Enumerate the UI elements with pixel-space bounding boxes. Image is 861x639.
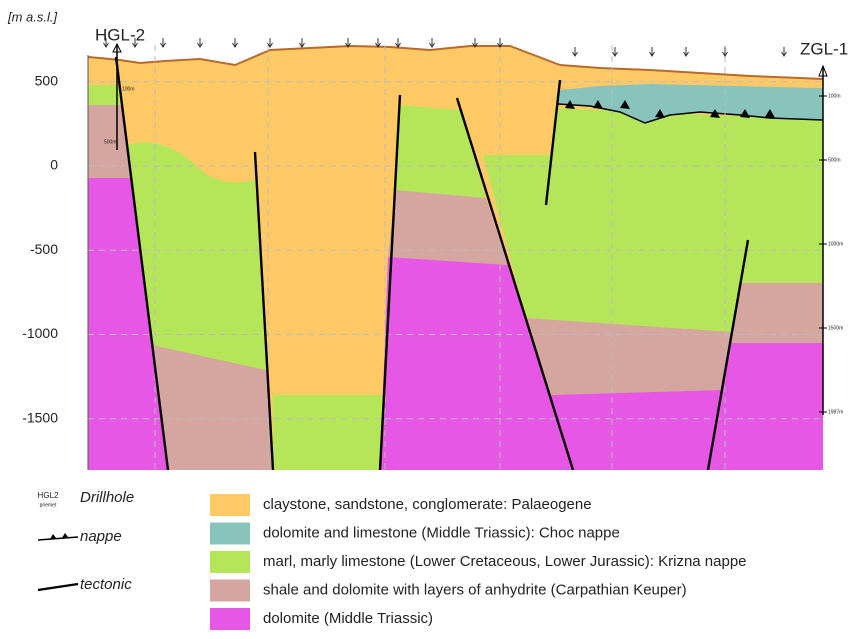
nappe-symbol bbox=[38, 537, 78, 540]
legend-label: shale and dolomite with layers of anhydr… bbox=[263, 581, 687, 598]
legend-units: claystone, sandstone, conglomerate: Pala… bbox=[210, 494, 747, 630]
keuper bbox=[730, 283, 823, 343]
drillhole-label: HGL-2 bbox=[95, 25, 145, 44]
y-tick-label: 0 bbox=[50, 157, 58, 173]
legend: HGL2 priemet Drillhole nappe tectonic bbox=[38, 489, 135, 593]
legend-symbol-label: nappe bbox=[80, 528, 122, 545]
marl bbox=[273, 395, 384, 470]
legend-label: marl, marly limestone (Lower Cretaceous,… bbox=[263, 553, 747, 570]
depth-label: 100m bbox=[122, 86, 135, 92]
depth-label: 1000m bbox=[828, 241, 843, 247]
legend-code: HGL2 bbox=[38, 491, 59, 500]
legend-label: claystone, sandstone, conglomerate: Pala… bbox=[263, 496, 592, 513]
y-tick-label: -1000 bbox=[22, 325, 58, 341]
depth-label: 500m bbox=[828, 157, 841, 163]
unit-label: [m a.s.l.] bbox=[7, 9, 58, 24]
legend-swatch bbox=[210, 608, 250, 630]
y-tick-label: -500 bbox=[30, 241, 58, 257]
legend-symbol-label: Drillhole bbox=[80, 489, 134, 506]
legend-label: dolomite and limestone (Middle Triassic)… bbox=[263, 524, 620, 541]
geology bbox=[88, 46, 823, 470]
legend-note: priemet bbox=[40, 502, 57, 508]
depth-label: 100m bbox=[828, 93, 841, 99]
depth-label: 1500m bbox=[828, 325, 843, 331]
y-tick-label: -1500 bbox=[22, 409, 58, 425]
legend-swatch bbox=[210, 494, 250, 516]
legend-label: dolomite (Middle Triassic) bbox=[263, 610, 433, 627]
legend-swatch bbox=[210, 580, 250, 602]
cross-section-figure: 500 0 -500 -1000 -1500 [m a.s.l.] HGL-2 ZGL-… bbox=[0, 0, 861, 639]
depth-label: 500m bbox=[104, 139, 117, 145]
y-tick-label: 500 bbox=[35, 72, 59, 88]
legend-symbol-label: tectonic bbox=[80, 576, 132, 593]
drillhole-label: ZGL-1 bbox=[800, 39, 848, 58]
legend-swatch bbox=[210, 523, 250, 545]
legend-swatch bbox=[210, 551, 250, 573]
depth-label: 1987m bbox=[828, 409, 843, 415]
tectonic-symbol bbox=[38, 584, 78, 590]
dolomite bbox=[550, 390, 722, 470]
